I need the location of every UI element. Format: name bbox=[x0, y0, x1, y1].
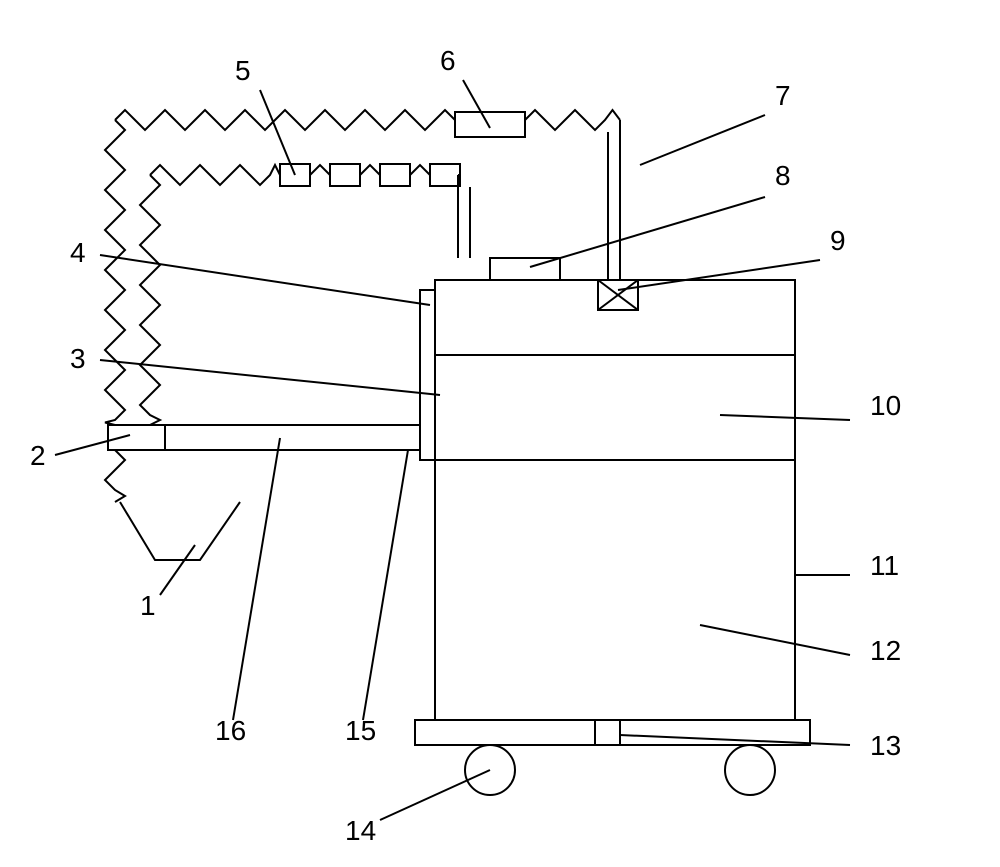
row5-box bbox=[430, 164, 460, 186]
leader-l13 bbox=[620, 735, 850, 745]
middle-chamber bbox=[435, 355, 795, 460]
inner-mid-seg bbox=[310, 165, 330, 175]
duct-left-lower bbox=[105, 450, 125, 502]
label-l5: 5 bbox=[235, 55, 251, 86]
left-narrow-plate bbox=[420, 290, 435, 460]
label-l9: 9 bbox=[830, 225, 846, 256]
label-l2: 2 bbox=[30, 440, 46, 471]
leader-l3 bbox=[100, 360, 440, 395]
leader-l4 bbox=[100, 255, 430, 305]
label-l16: 16 bbox=[215, 715, 246, 746]
leader-l6 bbox=[463, 80, 490, 128]
row5-box bbox=[330, 164, 360, 186]
leader-l14 bbox=[380, 770, 490, 820]
part-6 bbox=[455, 112, 525, 137]
label-l14: 14 bbox=[345, 815, 376, 846]
leader-l1 bbox=[160, 545, 195, 595]
lower-chamber bbox=[435, 460, 795, 720]
wheel-right bbox=[725, 745, 775, 795]
inner-mid-seg bbox=[360, 165, 380, 175]
label-l6: 6 bbox=[440, 45, 456, 76]
leader-l10 bbox=[720, 415, 850, 420]
label-l10: 10 bbox=[870, 390, 901, 421]
top-chamber bbox=[435, 280, 795, 355]
leader-l7 bbox=[640, 115, 765, 165]
label-l13: 13 bbox=[870, 730, 901, 761]
horizontal-bar bbox=[108, 425, 420, 450]
inner-left-seg bbox=[150, 165, 280, 185]
label-l7: 7 bbox=[775, 80, 791, 111]
leader-l9 bbox=[618, 260, 820, 290]
funnel bbox=[120, 502, 240, 560]
label-l11: 11 bbox=[870, 550, 899, 581]
label-l3: 3 bbox=[70, 343, 86, 374]
duct-top-left bbox=[115, 110, 455, 130]
label-l12: 12 bbox=[870, 635, 901, 666]
label-l8: 8 bbox=[775, 160, 791, 191]
leader-l12 bbox=[700, 625, 850, 655]
row5-box bbox=[380, 164, 410, 186]
leader-l5 bbox=[260, 90, 295, 175]
leader-l2 bbox=[55, 435, 130, 455]
inner-left-down bbox=[140, 175, 160, 425]
label-l4: 4 bbox=[70, 237, 86, 268]
duct-left-upper bbox=[105, 120, 125, 425]
inner-mid-seg bbox=[410, 165, 430, 175]
label-l15: 15 bbox=[345, 715, 376, 746]
leader-l8 bbox=[530, 197, 765, 267]
label-l1: 1 bbox=[140, 590, 156, 621]
duct-top-right bbox=[525, 110, 620, 130]
leader-l15 bbox=[363, 450, 408, 720]
leader-l16 bbox=[233, 438, 280, 720]
